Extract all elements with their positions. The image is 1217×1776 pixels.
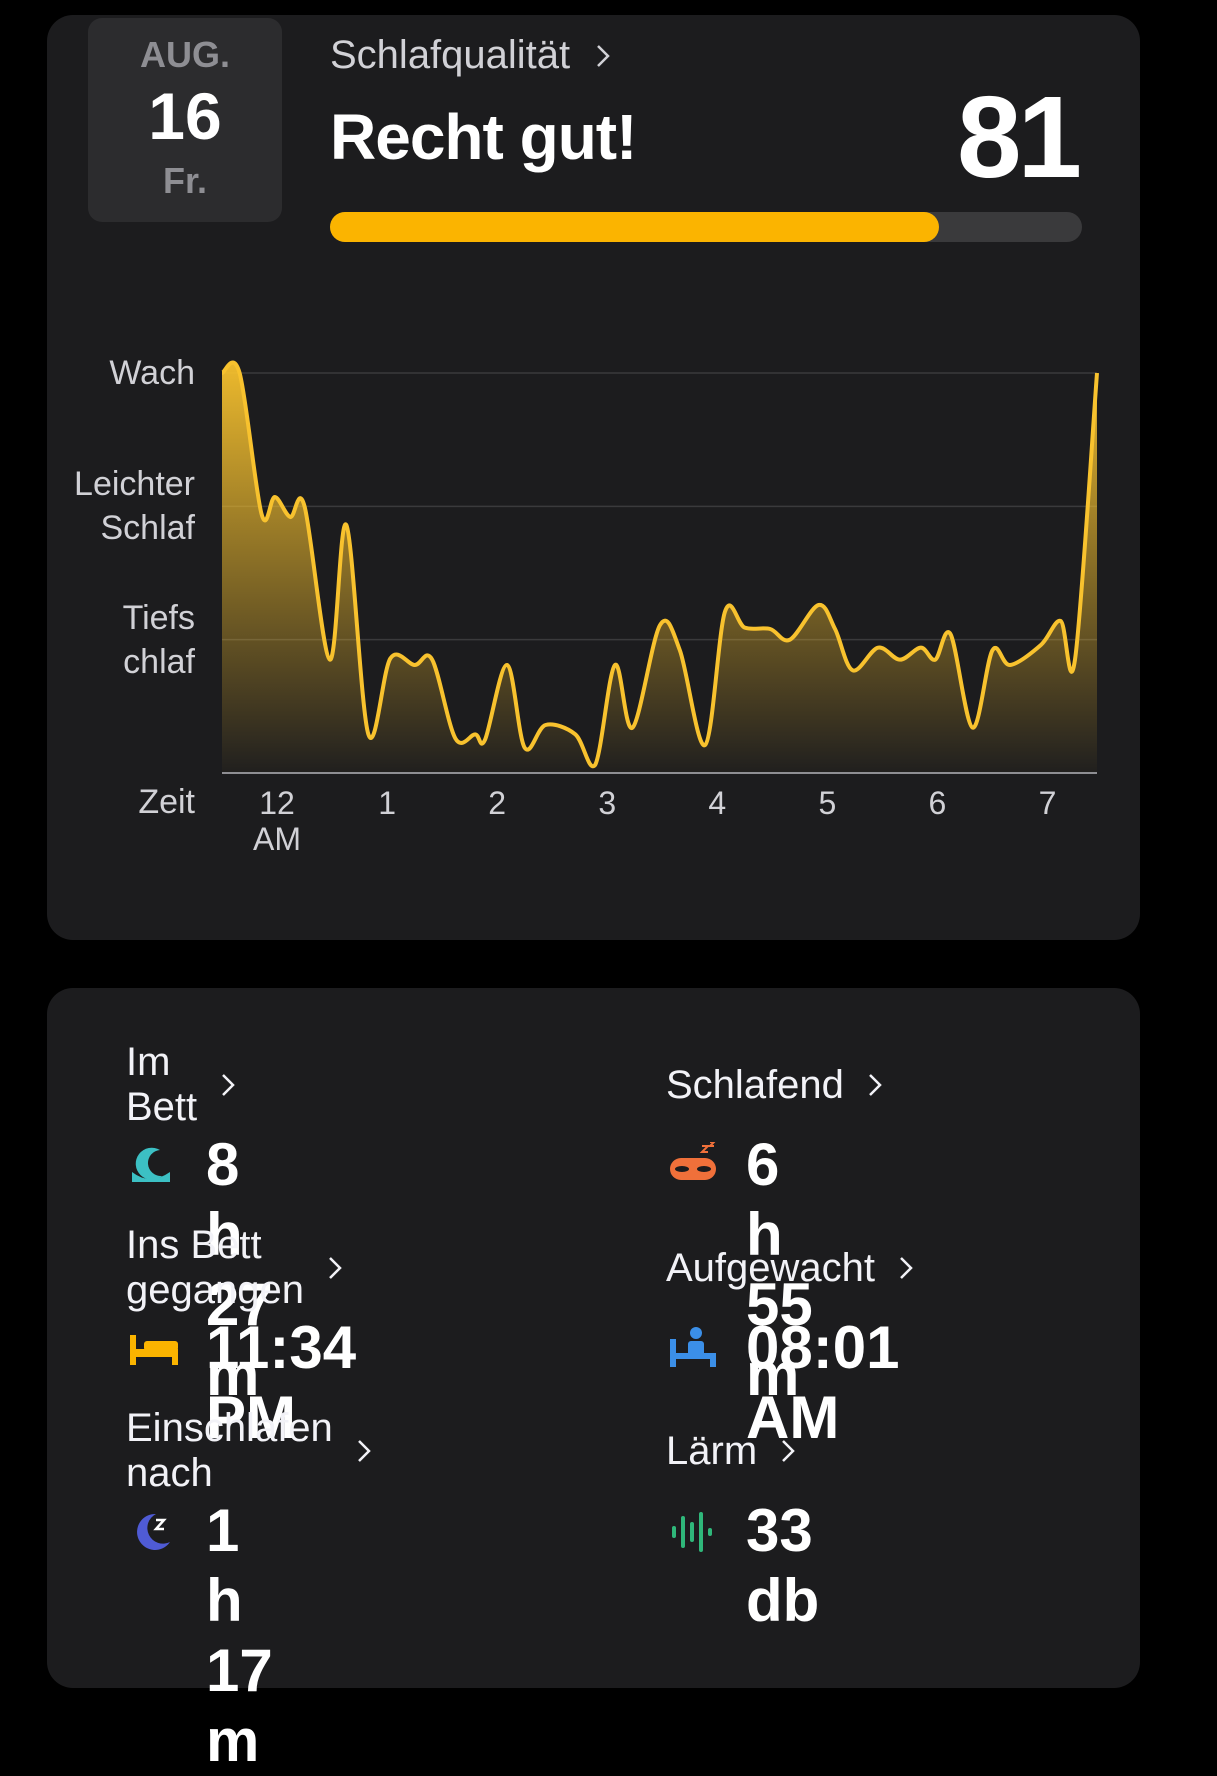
chevron bbox=[357, 1439, 371, 1463]
x-tick-label: 6 bbox=[928, 785, 947, 821]
x-axis-label: Zeit bbox=[138, 783, 195, 821]
stat-value: 6 h 55 m bbox=[746, 1131, 813, 1408]
y-tick-label: Wach bbox=[109, 354, 195, 392]
date-box: AUG. 16 Fr. bbox=[88, 18, 282, 222]
stat-icon bbox=[128, 1508, 180, 1554]
chevron bbox=[868, 1073, 882, 1097]
y-tick-label: Tiefschlaf bbox=[122, 598, 195, 681]
page: AUG. 16 Fr. Schlafqualität Recht gut! 81… bbox=[47, 15, 1140, 1774]
stat-label-text: Im Bett bbox=[126, 1040, 198, 1129]
x-tick-label: 3 bbox=[598, 785, 617, 821]
month: AUG. bbox=[140, 34, 230, 75]
stat-label-text: Einschlafen nach bbox=[126, 1406, 333, 1495]
quality-link[interactable]: Schlafqualität bbox=[330, 33, 610, 78]
stat-value: 08:01 AM bbox=[746, 1314, 900, 1451]
stat-icon bbox=[128, 1142, 180, 1188]
chevron bbox=[899, 1256, 913, 1280]
x-tick-label: 12 AM bbox=[253, 785, 302, 857]
rating: Recht gut! bbox=[330, 101, 637, 173]
stat-label[interactable]: Lärm bbox=[666, 1426, 795, 1476]
score-bar bbox=[330, 212, 940, 242]
stat-label-text: Lärm bbox=[666, 1428, 758, 1473]
stat-label[interactable]: Aufgewacht bbox=[666, 1243, 913, 1293]
score-track bbox=[330, 212, 1082, 242]
stats-card bbox=[47, 988, 1140, 1688]
chevron bbox=[328, 1256, 342, 1280]
stat-icon bbox=[128, 1325, 180, 1371]
y-tick-label: Leichter Schlaf bbox=[74, 465, 195, 548]
stat-value: 11:34 PM bbox=[206, 1314, 357, 1451]
stat-label-text: Aufgewacht bbox=[666, 1245, 876, 1290]
x-tick-label: 2 bbox=[488, 785, 507, 821]
stat-icon bbox=[668, 1325, 720, 1371]
sleep-line bbox=[220, 360, 1099, 769]
x-tick-label: 4 bbox=[708, 785, 727, 821]
x-tick-label: 5 bbox=[818, 785, 837, 821]
stat-label[interactable]: Schlafend bbox=[666, 1060, 882, 1110]
stat-label-text: Ins Bett gegangen bbox=[126, 1223, 304, 1312]
weekday: Fr. bbox=[162, 160, 207, 201]
sleep-chart bbox=[220, 360, 1099, 774]
stat-label-text: Schlafend bbox=[666, 1062, 844, 1107]
stat-icon bbox=[668, 1508, 720, 1554]
day: 16 bbox=[148, 79, 222, 153]
chevron bbox=[597, 44, 610, 67]
chevron bbox=[221, 1073, 235, 1097]
x-tick-label: 7 bbox=[1038, 785, 1057, 821]
chevron bbox=[781, 1439, 795, 1463]
score: 81 bbox=[956, 72, 1082, 202]
x-tick-label: 1 bbox=[378, 785, 396, 821]
stat-label[interactable]: Ins Bett gegangen bbox=[126, 1223, 342, 1312]
stat-value: 8 h 27 m bbox=[206, 1131, 273, 1408]
sleep-area bbox=[222, 362, 1097, 773]
stat-icon bbox=[668, 1141, 720, 1188]
stat-label[interactable]: Einschlafen nach bbox=[126, 1406, 371, 1495]
stat-value: 1 h 17 m bbox=[206, 1497, 273, 1774]
stat-label[interactable]: Im Bett bbox=[126, 1040, 235, 1129]
stat-value: 33 db bbox=[746, 1497, 820, 1634]
quality-label: Schlafqualität bbox=[330, 33, 571, 77]
